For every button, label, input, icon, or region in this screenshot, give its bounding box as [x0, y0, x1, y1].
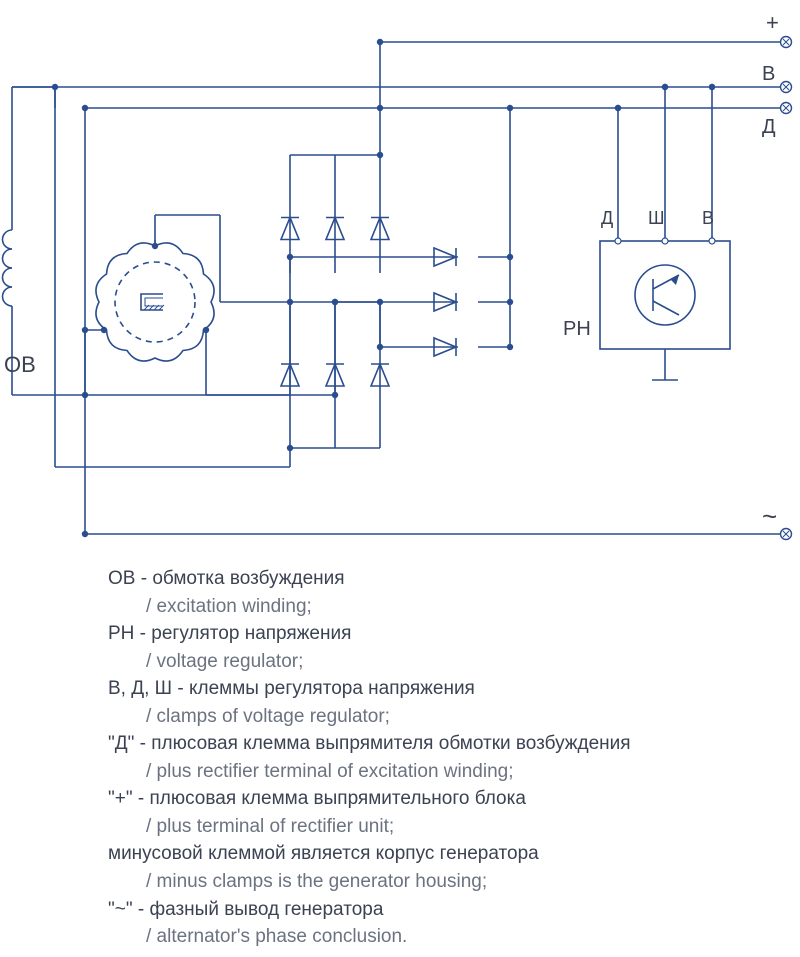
svg-text:~: ~ — [762, 501, 777, 531]
svg-text:Д: Д — [762, 116, 776, 138]
legend-row: минусовой клеммой является корпус генера… — [108, 840, 748, 868]
legend-row: В, Д, Ш - клеммы регулятора напряжения — [108, 675, 748, 703]
legend-row: "+" - плюсовая клемма выпрямительного бл… — [108, 785, 748, 813]
legend-row-en: / clamps of voltage regulator; — [108, 703, 748, 731]
legend-row: РН - регулятор напряжения — [108, 620, 748, 648]
svg-text:Д: Д — [601, 208, 613, 228]
legend-row-en: / minus clamps is the generator housing; — [108, 868, 748, 896]
legend-row-en: / plus rectifier terminal of excitation … — [108, 758, 748, 786]
legend-row: ОВ - обмотка возбуждения — [108, 565, 748, 593]
legend-row: "~" - фазный вывод генератора — [108, 896, 748, 924]
legend-row: "Д" - плюсовая клемма выпрямителя обмотк… — [108, 730, 748, 758]
svg-text:В: В — [702, 208, 714, 228]
legend: ОВ - обмотка возбуждения/ excitation win… — [108, 565, 748, 951]
svg-text:РН: РН — [563, 318, 591, 340]
svg-text:+: + — [766, 10, 779, 35]
svg-text:Ш: Ш — [648, 208, 665, 228]
legend-row-en: / excitation winding; — [108, 593, 748, 621]
legend-row-en: / voltage regulator; — [108, 648, 748, 676]
legend-row-en: / plus terminal of rectifier unit; — [108, 813, 748, 841]
svg-text:В: В — [762, 63, 775, 85]
alternator-schematic: + В Д ~ ОВ РН Д Ш В — [0, 0, 800, 560]
legend-row-en: / alternator's phase conclusion. — [108, 923, 748, 951]
svg-text:ОВ: ОВ — [4, 352, 36, 377]
